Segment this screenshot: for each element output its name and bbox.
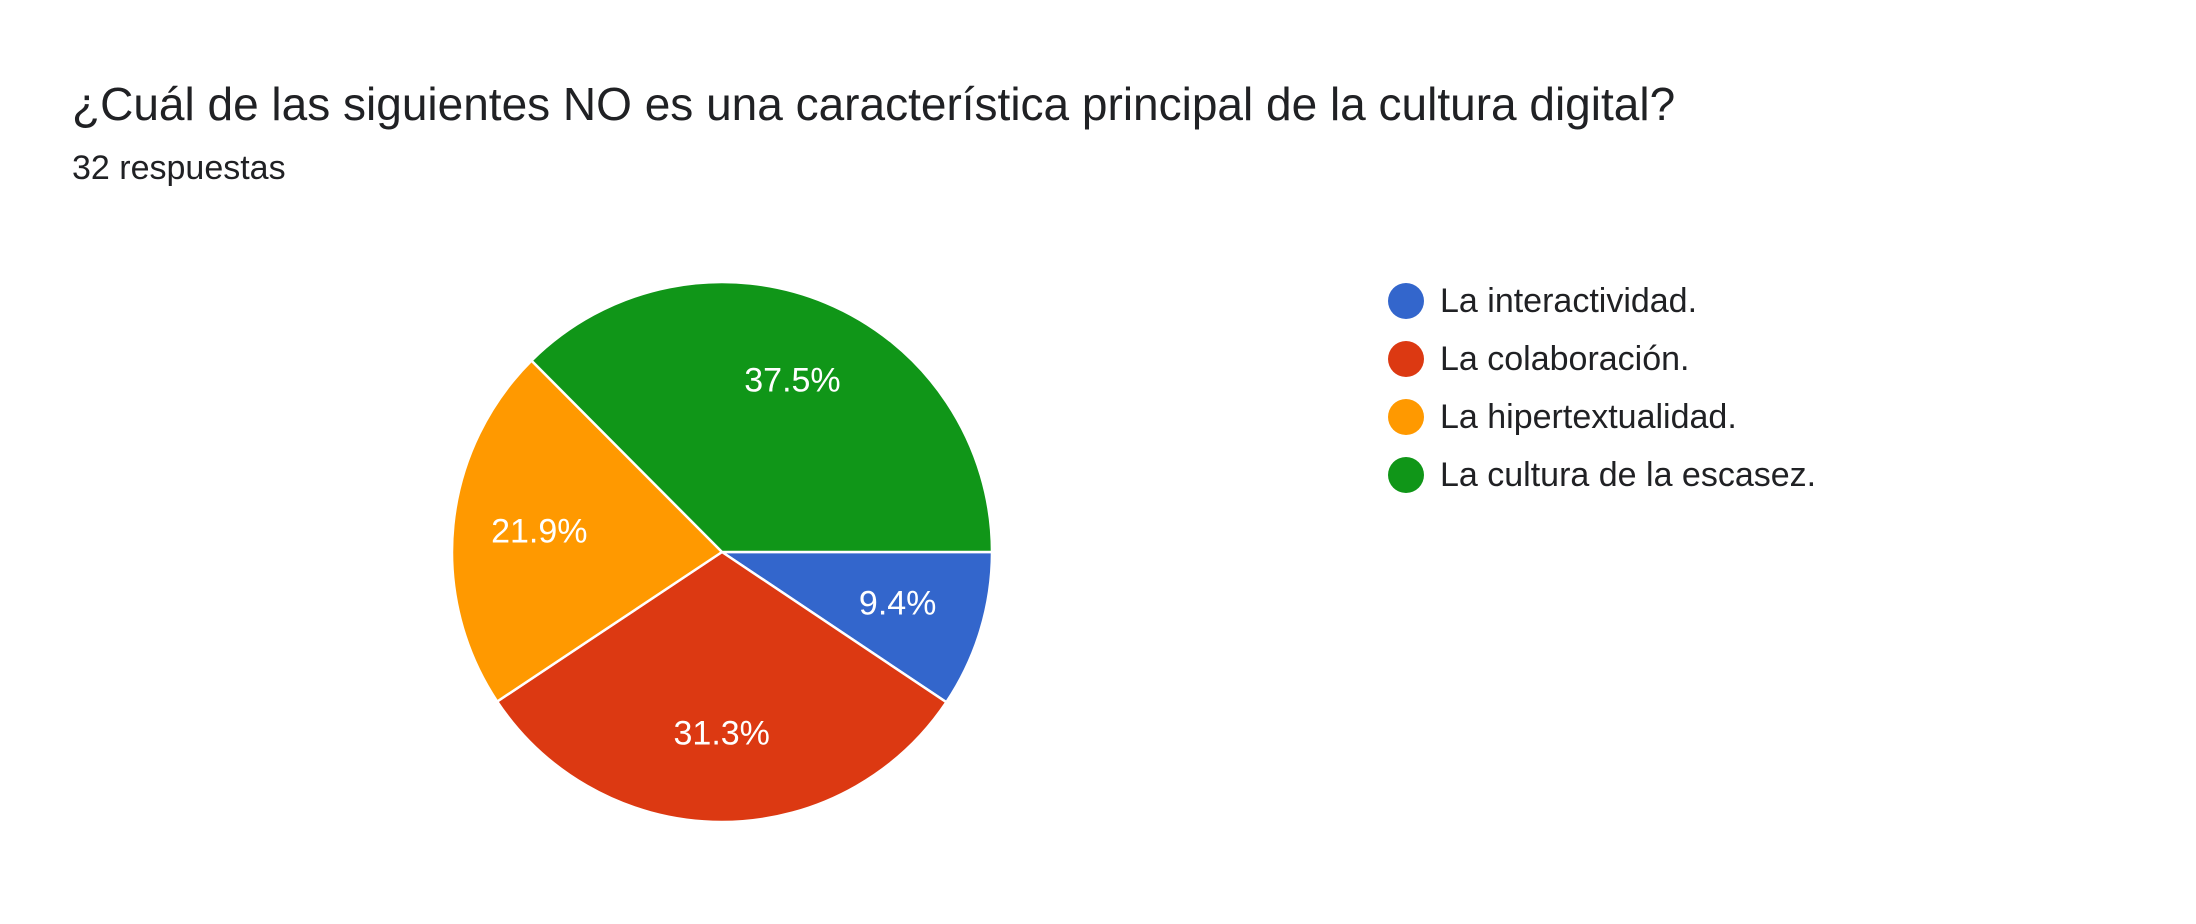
legend-swatch-icon xyxy=(1388,399,1424,435)
legend-swatch-icon xyxy=(1388,283,1424,319)
legend-item-escasez[interactable]: La cultura de la escasez. xyxy=(1388,446,1816,504)
pie-chart: 9.4% 31.3% 21.9% 37.5% xyxy=(450,280,994,824)
pie-slice-2[interactable] xyxy=(450,358,724,704)
pie-slice-label-3: 37.5% xyxy=(744,361,840,399)
pie-slice-label-0: 9.4% xyxy=(859,584,937,622)
legend-swatch-icon xyxy=(1388,341,1424,377)
legend-item-colaboracion[interactable]: La colaboración. xyxy=(1388,330,1816,388)
chart-title: ¿Cuál de las siguientes NO es una caract… xyxy=(72,78,1676,130)
legend-item-hipertextualidad[interactable]: La hipertextualidad. xyxy=(1388,388,1816,446)
legend-label: La interactividad. xyxy=(1440,282,1698,320)
legend-label: La cultura de la escasez. xyxy=(1440,456,1817,494)
legend-label: La hipertextualidad. xyxy=(1440,398,1737,436)
legend-label: La colaboración. xyxy=(1440,340,1690,378)
pie-slice-1[interactable] xyxy=(495,550,949,824)
pie-slice-label-2: 21.9% xyxy=(491,513,587,551)
pie-slice-3[interactable] xyxy=(529,280,994,554)
legend-item-interactividad[interactable]: La interactividad. xyxy=(1388,272,1816,330)
response-count: 32 respuestas xyxy=(72,149,286,187)
legend-swatch-icon xyxy=(1388,457,1424,493)
pie-slice-label-1: 31.3% xyxy=(674,715,770,753)
pie-slice-0[interactable] xyxy=(717,550,994,704)
chart-legend: La interactividad. La colaboración. La h… xyxy=(1388,272,1816,504)
